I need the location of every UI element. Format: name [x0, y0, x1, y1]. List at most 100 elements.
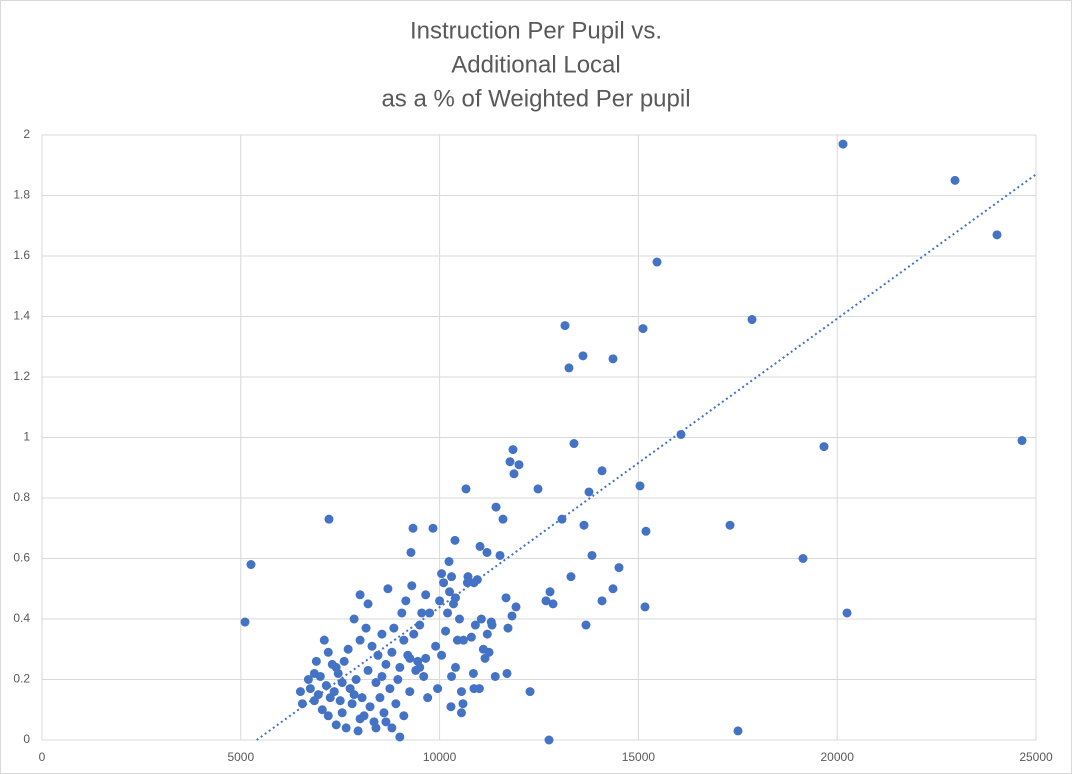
- point: [399, 635, 409, 645]
- point: [468, 668, 478, 678]
- point: [507, 611, 517, 621]
- x-tick-label: 20000: [821, 750, 855, 764]
- point: [733, 726, 743, 736]
- x-tick-label: 0: [39, 750, 46, 764]
- point: [433, 684, 443, 694]
- point: [379, 708, 389, 718]
- point: [381, 717, 391, 727]
- point: [365, 702, 375, 712]
- point: [545, 587, 555, 597]
- point: [353, 726, 363, 736]
- point: [533, 484, 543, 494]
- point: [475, 541, 485, 551]
- point: [652, 257, 662, 267]
- point: [638, 324, 648, 334]
- point: [444, 557, 454, 567]
- point: [387, 723, 397, 733]
- point: [349, 690, 359, 700]
- point: [339, 656, 349, 666]
- point: [514, 460, 524, 470]
- point: [842, 608, 852, 618]
- y-tick-label: 0.6: [13, 551, 30, 565]
- point: [383, 584, 393, 594]
- point: [505, 457, 515, 467]
- point: [614, 563, 624, 573]
- point: [495, 550, 505, 560]
- point: [240, 617, 250, 627]
- point: [331, 720, 341, 730]
- point: [421, 653, 431, 663]
- chart-title: Instruction Per Pupil vs.: [410, 17, 662, 44]
- y-tick-label: 0.2: [13, 672, 30, 686]
- point: [584, 487, 594, 497]
- trendline: [256, 173, 1037, 741]
- point: [355, 714, 365, 724]
- point: [581, 620, 591, 630]
- point: [1017, 436, 1027, 446]
- point: [544, 735, 554, 745]
- point: [317, 705, 327, 715]
- point: [456, 687, 466, 697]
- chart-title: as a % of Weighted Per pupil: [381, 85, 690, 112]
- point: [641, 526, 651, 536]
- point: [597, 596, 607, 606]
- point: [371, 678, 381, 688]
- point: [363, 665, 373, 675]
- point: [389, 623, 399, 633]
- point: [397, 608, 407, 618]
- point: [393, 675, 403, 684]
- point: [447, 671, 457, 681]
- point: [335, 696, 345, 706]
- x-tick-label: 25000: [1019, 750, 1053, 764]
- point: [458, 635, 468, 645]
- point: [323, 711, 333, 721]
- point: [482, 547, 492, 557]
- point: [331, 662, 341, 672]
- point: [421, 590, 431, 600]
- point: [428, 523, 438, 533]
- point: [608, 354, 618, 364]
- point: [319, 635, 329, 645]
- point: [466, 632, 476, 642]
- point: [401, 596, 411, 606]
- point: [525, 687, 535, 697]
- point: [337, 708, 347, 718]
- point: [363, 599, 373, 609]
- point: [597, 466, 607, 476]
- y-tick-label: 1.6: [13, 248, 30, 262]
- x-tick-label: 15000: [622, 750, 656, 764]
- point: [337, 678, 347, 688]
- point: [361, 623, 371, 633]
- point: [451, 662, 461, 672]
- point: [419, 671, 429, 681]
- point: [676, 429, 686, 439]
- point: [329, 687, 339, 697]
- point: [511, 602, 521, 612]
- point: [445, 587, 455, 597]
- point: [501, 593, 511, 603]
- point: [509, 469, 519, 479]
- point: [640, 602, 650, 612]
- point: [321, 681, 331, 691]
- point: [371, 723, 381, 733]
- point: [309, 668, 319, 678]
- point: [447, 572, 457, 582]
- point: [508, 445, 518, 455]
- point: [399, 711, 409, 721]
- y-tick-label: 1.4: [13, 309, 30, 323]
- point: [405, 687, 415, 697]
- point: [391, 699, 401, 709]
- point: [377, 629, 387, 639]
- point: [435, 596, 445, 606]
- point: [415, 662, 425, 672]
- point: [564, 363, 574, 373]
- point: [450, 535, 460, 545]
- point: [246, 560, 256, 570]
- y-tick-label: 2: [23, 127, 30, 141]
- point: [323, 647, 333, 657]
- point: [587, 550, 597, 560]
- point: [458, 699, 468, 709]
- point: [385, 684, 395, 694]
